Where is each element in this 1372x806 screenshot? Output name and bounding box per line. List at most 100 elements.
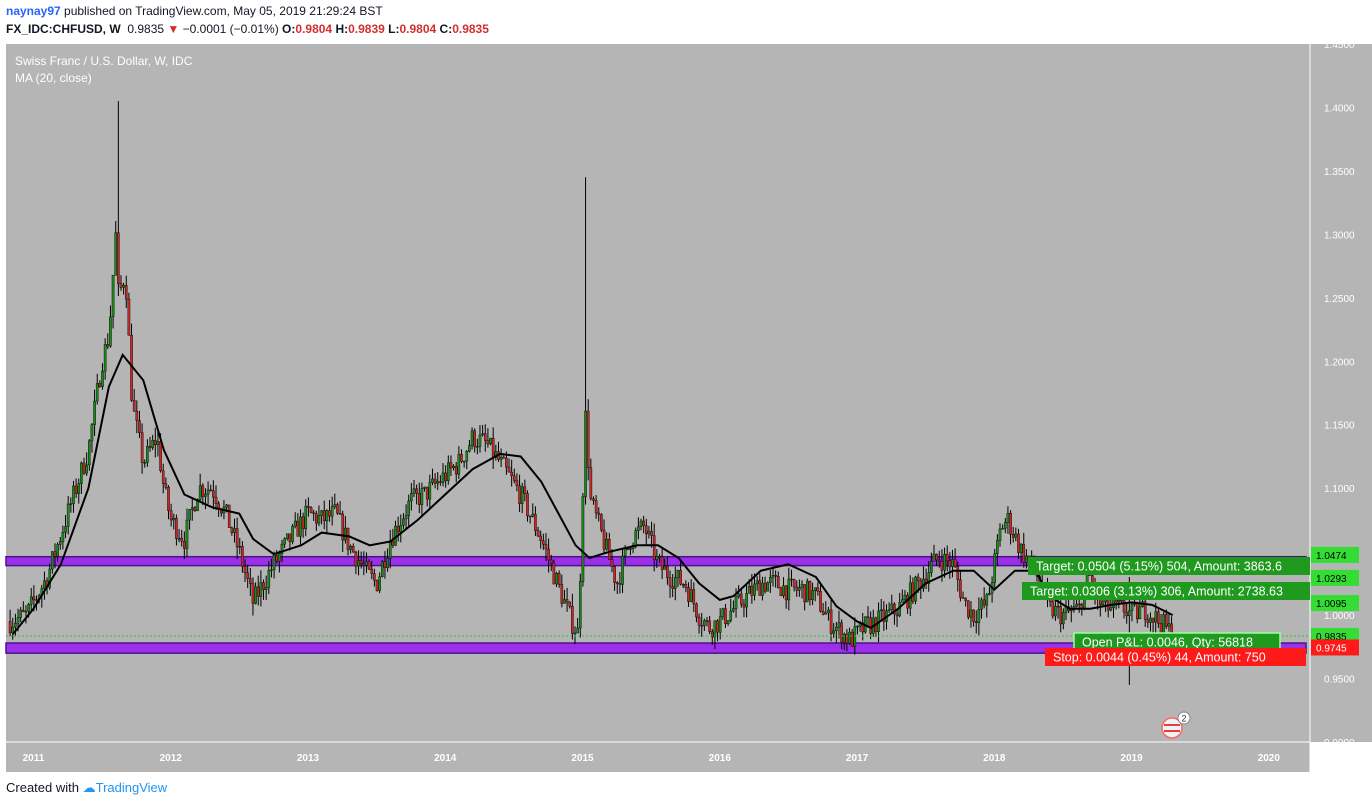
- candle-body: [425, 486, 429, 500]
- candle-body: [35, 599, 38, 601]
- candle-body: [328, 510, 331, 517]
- candle-body: [666, 565, 669, 578]
- candle-body: [51, 551, 54, 570]
- candle-body: [322, 510, 326, 522]
- target1-label-box[interactable]: [1028, 557, 1310, 575]
- candle-body: [209, 489, 213, 492]
- candle-body: [1151, 617, 1155, 623]
- candle-body: [249, 578, 252, 584]
- event-badge[interactable]: 2: [1161, 711, 1191, 739]
- candle-body: [518, 485, 521, 504]
- candle-body: [161, 470, 165, 484]
- candle-body: [183, 540, 186, 549]
- candle-body: [729, 610, 733, 621]
- candle-body: [341, 513, 345, 541]
- candle-body: [755, 580, 759, 585]
- candle-body: [378, 576, 381, 591]
- candle-body: [90, 424, 94, 442]
- candle-body: [557, 573, 561, 585]
- candle-body: [193, 507, 197, 512]
- candle-body: [293, 520, 297, 527]
- candle-body: [53, 551, 57, 557]
- price-tick-label: 1.3500: [1324, 167, 1355, 178]
- candle-body: [103, 344, 107, 372]
- candle-body: [454, 465, 458, 475]
- candle-body: [404, 515, 408, 520]
- tradingview-logo-icon[interactable]: ☁: [82, 780, 96, 795]
- candle-body: [676, 570, 680, 578]
- candle-body: [43, 580, 46, 589]
- candle-body: [732, 608, 735, 612]
- candle-body: [961, 597, 965, 599]
- candle-body: [763, 582, 767, 592]
- candle-body: [597, 512, 601, 515]
- candle-body: [262, 582, 265, 590]
- stop-label-box[interactable]: [1045, 648, 1306, 666]
- us-flag-icon[interactable]: [1161, 717, 1183, 739]
- candle-body: [1143, 601, 1147, 620]
- candle-body: [1022, 544, 1026, 563]
- candle-body: [127, 298, 131, 336]
- chart-area[interactable]: 1.4500 1.4000 1.3500 1.3000 1.2500 1.2000 1.15…: [0, 40, 1372, 772]
- candle-body: [716, 620, 719, 633]
- candle-body: [869, 617, 872, 634]
- candle-body: [549, 559, 553, 564]
- trade-annotations[interactable]: Target: 0.0504 (5.15%) 504, Amount: 3863…: [1022, 557, 1310, 666]
- candle-body: [708, 620, 711, 632]
- candle-body: [206, 489, 210, 495]
- candle-body: [734, 596, 738, 609]
- candle-body: [270, 569, 273, 571]
- candle-body: [1017, 533, 1020, 553]
- target2-label-box[interactable]: [1022, 582, 1310, 600]
- candle-body: [164, 483, 168, 488]
- candle-body: [156, 441, 160, 446]
- last-price: 0.9835: [127, 22, 165, 36]
- tradingview-brand[interactable]: TradingView: [95, 780, 168, 795]
- candle-body: [816, 587, 820, 592]
- badge-count-circle: [1177, 711, 1191, 725]
- candle-body: [893, 603, 896, 615]
- candle-body: [766, 582, 770, 592]
- candle-body: [650, 530, 653, 536]
- plot-background[interactable]: [6, 44, 1310, 742]
- candle-body: [972, 609, 975, 622]
- open-value: 0.9804: [295, 22, 333, 36]
- candle-body: [586, 410, 590, 468]
- candle-body: [555, 573, 558, 585]
- price-tick-label: 1.1500: [1324, 421, 1355, 432]
- candle-body: [993, 553, 997, 583]
- candle-body: [148, 446, 152, 448]
- candle-body: [761, 582, 764, 596]
- indicator-label[interactable]: MA (20, close): [15, 71, 92, 85]
- candle-body: [140, 432, 144, 463]
- candle-body: [433, 478, 437, 484]
- candle-body: [1014, 533, 1018, 538]
- candle-body: [634, 530, 638, 546]
- author-name[interactable]: naynay97: [6, 4, 61, 18]
- candle-body: [581, 496, 585, 582]
- candle-body: [930, 560, 933, 573]
- candle-body: [679, 570, 682, 585]
- candle-body: [14, 623, 17, 628]
- candle-body: [119, 283, 123, 288]
- candle-body: [840, 622, 843, 644]
- candle-body: [315, 513, 318, 524]
- candle-body: [578, 581, 582, 629]
- candle-body: [684, 584, 688, 588]
- candle-body: [280, 543, 284, 554]
- candle-body: [444, 472, 447, 481]
- candle-body: [819, 591, 822, 612]
- candle-body: [254, 586, 257, 604]
- candle-body: [135, 411, 139, 421]
- candle-body: [798, 587, 801, 591]
- candle-body: [24, 610, 28, 613]
- candle-body: [415, 488, 418, 494]
- price-chart[interactable]: 1.4500 1.4000 1.3500 1.3000 1.2500 1.2000 1.15…: [0, 40, 1372, 772]
- candle-body: [143, 462, 147, 464]
- candle-body: [584, 410, 587, 497]
- candle-body: [710, 631, 714, 638]
- candle-body: [800, 584, 804, 588]
- candle-body: [32, 596, 36, 601]
- candle-body: [528, 515, 532, 518]
- candle-body: [502, 456, 506, 459]
